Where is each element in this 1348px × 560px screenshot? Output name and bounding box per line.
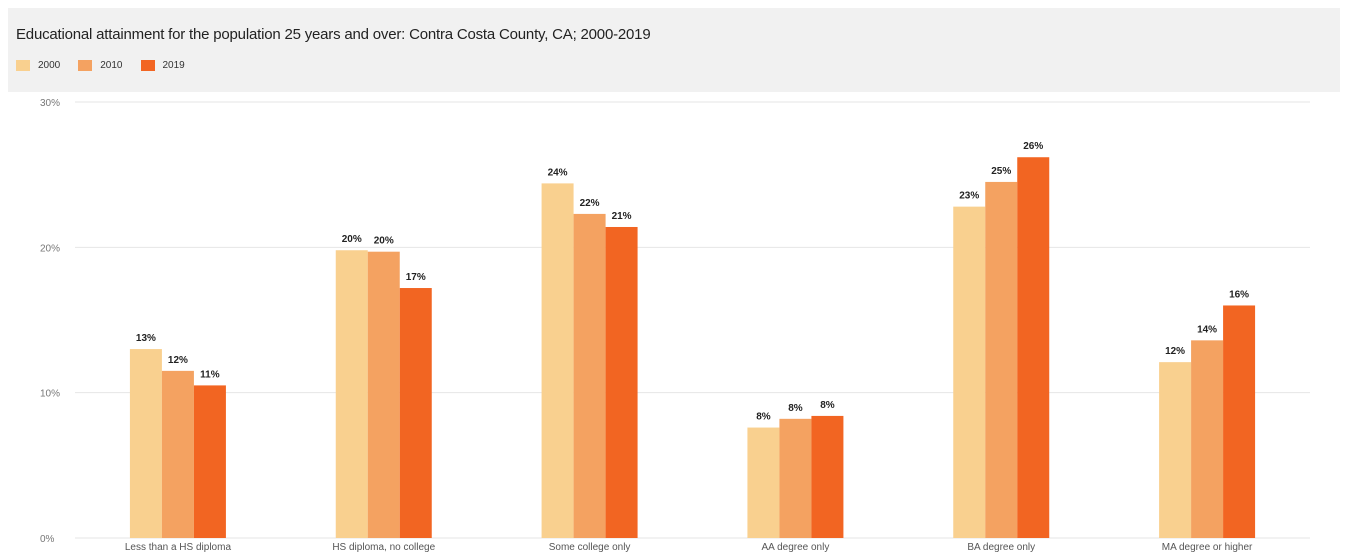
data-label: 14% bbox=[1197, 324, 1217, 335]
data-label: 25% bbox=[991, 166, 1011, 177]
bar bbox=[573, 213, 606, 538]
bar bbox=[985, 181, 1018, 538]
x-category-label: MA degree or higher bbox=[1162, 542, 1253, 553]
data-label: 8% bbox=[756, 412, 771, 423]
bar bbox=[779, 418, 812, 538]
y-tick-label: 20% bbox=[40, 243, 60, 254]
data-label: 12% bbox=[168, 355, 188, 366]
legend-item-2000[interactable]: 2000 bbox=[16, 60, 60, 71]
bar bbox=[1223, 305, 1256, 538]
x-category-label: HS diploma, no college bbox=[332, 542, 435, 553]
data-label: 24% bbox=[548, 167, 568, 178]
data-label: 26% bbox=[1023, 141, 1043, 152]
legend-item-2019[interactable]: 2019 bbox=[140, 60, 185, 71]
data-label: 21% bbox=[612, 211, 632, 222]
y-tick-label: 0% bbox=[40, 534, 55, 545]
legend: 2000 2010 2019 bbox=[16, 60, 185, 71]
y-tick-label: 30% bbox=[40, 98, 60, 109]
bar bbox=[541, 183, 574, 539]
bar bbox=[161, 370, 194, 538]
bar bbox=[367, 251, 400, 538]
data-label: 13% bbox=[136, 333, 156, 344]
data-label: 17% bbox=[406, 272, 426, 283]
legend-swatch-2019 bbox=[140, 60, 155, 71]
y-tick-label: 10% bbox=[40, 389, 60, 400]
x-category-label: AA degree only bbox=[762, 542, 830, 553]
bar bbox=[747, 427, 780, 538]
legend-label-2000: 2000 bbox=[38, 60, 61, 71]
legend-label-2019: 2019 bbox=[162, 60, 185, 71]
bar bbox=[1191, 340, 1224, 538]
data-label: 20% bbox=[374, 236, 394, 247]
legend-label-2010: 2010 bbox=[100, 60, 123, 71]
x-category-label: BA degree only bbox=[967, 542, 1035, 553]
data-label: 23% bbox=[959, 191, 979, 202]
bar bbox=[605, 226, 638, 538]
data-label: 8% bbox=[788, 403, 803, 414]
bar bbox=[193, 385, 226, 538]
data-label: 11% bbox=[200, 369, 220, 380]
chart-title: Educational attainment for the populatio… bbox=[16, 26, 651, 43]
bar bbox=[335, 250, 368, 539]
bar bbox=[953, 206, 986, 538]
bar bbox=[399, 288, 432, 538]
data-label: 22% bbox=[580, 198, 600, 209]
bar bbox=[129, 349, 162, 538]
x-category-label: Less than a HS diploma bbox=[125, 542, 232, 553]
data-label: 12% bbox=[1165, 346, 1185, 357]
data-label: 16% bbox=[1229, 289, 1249, 300]
legend-swatch-2010 bbox=[78, 60, 93, 71]
bar bbox=[1159, 362, 1192, 538]
legend-swatch-2000 bbox=[16, 60, 30, 71]
chart-header: Educational attainment for the populatio… bbox=[8, 8, 1340, 92]
bar bbox=[1017, 157, 1050, 538]
legend-item-2010[interactable]: 2010 bbox=[78, 60, 123, 71]
data-label: 20% bbox=[342, 234, 362, 245]
x-category-label: Some college only bbox=[549, 542, 631, 553]
data-label: 8% bbox=[820, 400, 835, 411]
bar bbox=[811, 415, 844, 538]
